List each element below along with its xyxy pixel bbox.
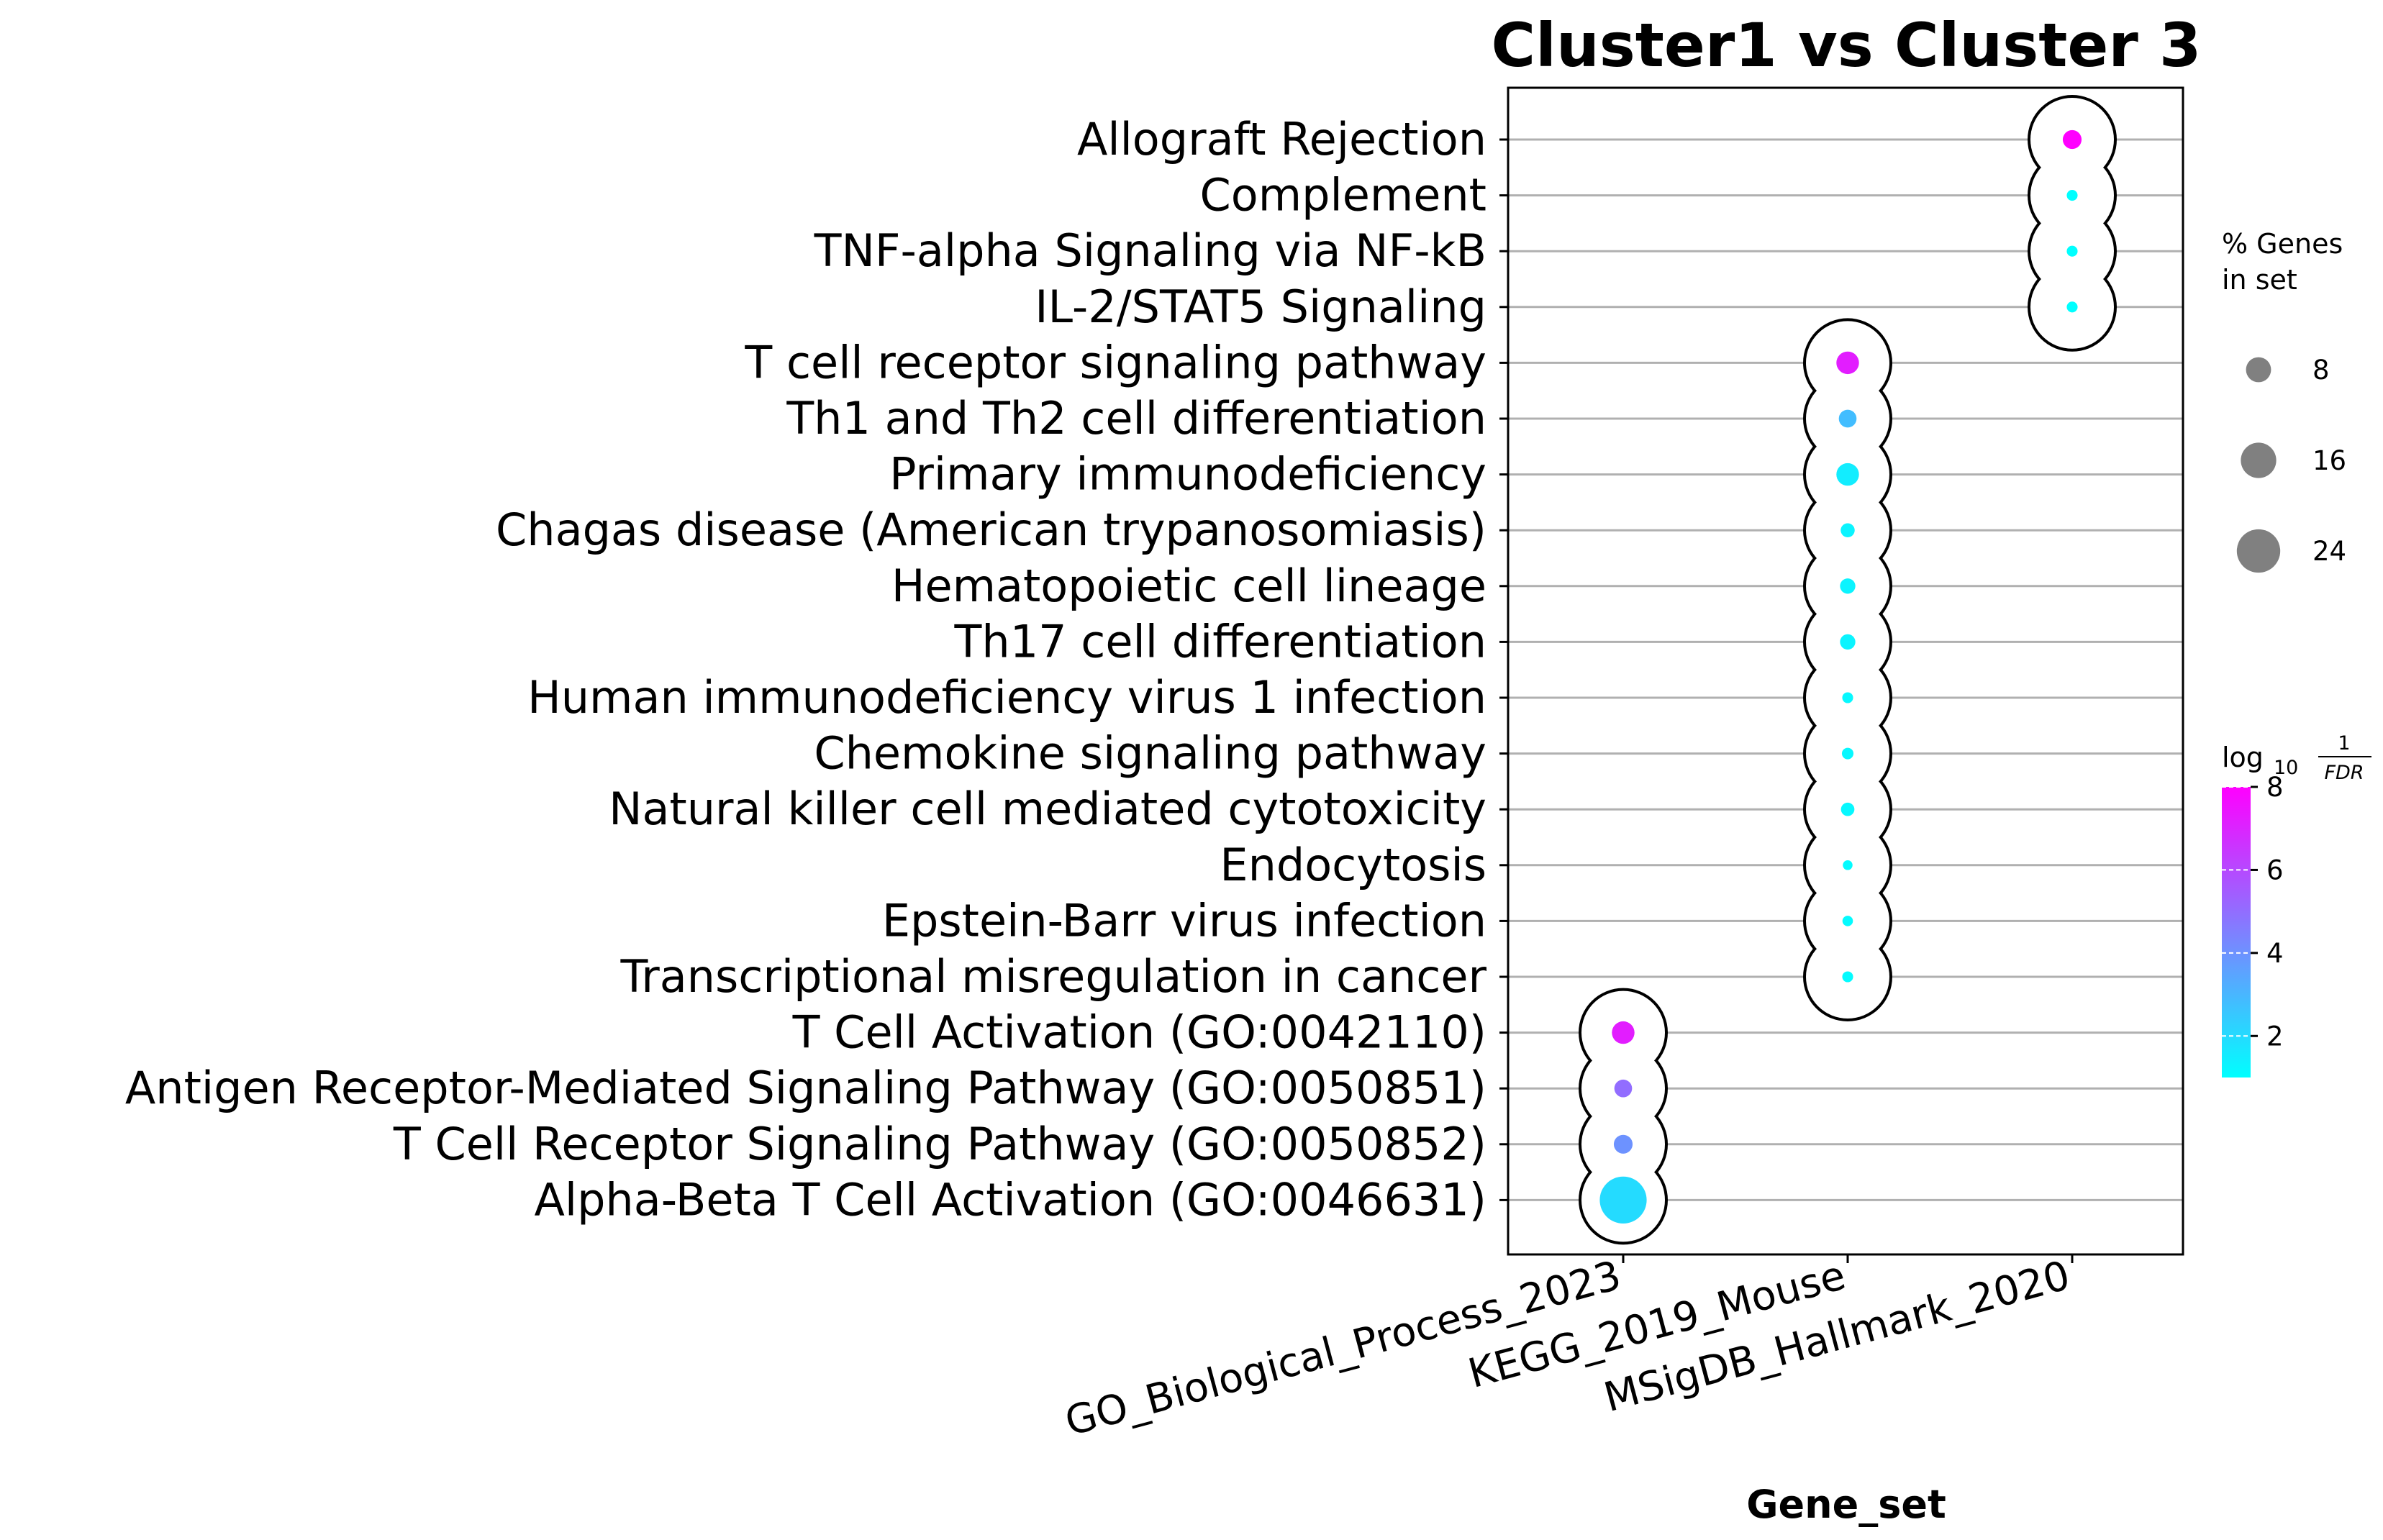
size-legend-label: 8 — [2312, 355, 2330, 386]
size-legend-label: 24 — [2312, 536, 2346, 567]
data-point — [1838, 409, 1857, 428]
data-point — [1836, 351, 1859, 375]
y-tick-label: Allograft Rejection — [1077, 113, 1486, 165]
data-point — [1614, 1079, 1633, 1098]
data-point — [2066, 301, 2078, 313]
data-point — [2066, 245, 2078, 257]
data-point — [1836, 463, 1859, 486]
data-point — [1613, 1134, 1633, 1154]
y-tick-label: Alpha-Beta T Cell Activation (GO:0046631… — [534, 1173, 1486, 1226]
data-point — [1841, 747, 1854, 760]
size-legend-marker — [2241, 442, 2277, 478]
size-legend-title-line1: % Genes — [2222, 228, 2343, 260]
data-point — [1842, 971, 1853, 983]
colorbar-title-prefix: log — [2222, 742, 2264, 773]
colorbar-title-denominator: FDR — [2324, 762, 2364, 784]
data-point — [1840, 523, 1855, 537]
y-tick-label: T cell receptor signaling pathway — [744, 336, 1486, 388]
data-point — [1599, 1176, 1647, 1224]
size-legend-marker — [2236, 529, 2281, 573]
colorbar-title-subscript: 10 — [2274, 757, 2298, 779]
data-point — [2066, 190, 2078, 201]
data-point — [2062, 129, 2082, 150]
colorbar-tick-label: 2 — [2266, 1021, 2284, 1052]
x-axis-title: Gene_set — [1746, 1482, 1946, 1527]
y-tick-label: Transcriptional misregulation in cancer — [619, 950, 1486, 1003]
data-point — [1842, 916, 1853, 926]
y-tick-label: Human immunodeficiency virus 1 infection — [527, 671, 1486, 724]
data-point — [1842, 692, 1853, 703]
colorbar-gradient — [2222, 787, 2251, 1077]
y-tick-label: Chagas disease (American trypanosomiasis… — [496, 504, 1486, 556]
colorbar-title-numerator: 1 — [2338, 732, 2350, 755]
y-tick-label: Th1 and Th2 cell differentiation — [786, 392, 1486, 445]
y-tick-label: Complement — [1200, 169, 1487, 222]
y-tick-label: Primary immunodeficiency — [889, 448, 1486, 501]
plot-frame — [1507, 86, 2184, 1256]
y-tick-label: IL-2/STAT5 Signaling — [1035, 281, 1486, 333]
y-tick-label: TNF-alpha Signaling via NF-kB — [814, 224, 1486, 277]
data-points — [1599, 129, 2082, 1224]
colorbar-tick-label: 6 — [2266, 855, 2284, 885]
size-legend-title-line2: in set — [2222, 264, 2297, 296]
y-tick-label: Chemokine signaling pathway — [814, 727, 1486, 780]
y-tick-label: Natural killer cell mediated cytotoxicit… — [609, 783, 1486, 835]
data-point — [1840, 802, 1855, 816]
size-legend: % Genes in set 8 16 24 — [2222, 228, 2346, 573]
data-point — [1612, 1021, 1635, 1044]
y-tick-label: Th17 cell differentiation — [954, 615, 1486, 668]
y-tick-label: Antigen Receptor-Mediated Signaling Path… — [125, 1062, 1486, 1114]
y-tick-label: T Cell Receptor Signaling Pathway (GO:00… — [393, 1118, 1486, 1170]
data-point — [1840, 578, 1856, 594]
y-tick-label: Hematopoietic cell lineage — [891, 560, 1486, 612]
chart-title: Cluster1 vs Cluster 3 — [1492, 10, 2202, 81]
size-legend-label: 16 — [2312, 445, 2346, 476]
size-legend-marker — [2246, 357, 2271, 383]
colorbar-tick-label: 8 — [2266, 772, 2284, 803]
colorbar: log 10 1 FDR 2 4 6 8 — [2222, 732, 2371, 1077]
data-point — [1843, 860, 1853, 870]
y-tick-label: Endocytosis — [1220, 839, 1486, 891]
y-tick-label: T Cell Activation (GO:0042110) — [792, 1006, 1486, 1059]
data-point — [1840, 634, 1856, 650]
y-tick-label: Epstein-Barr virus infection — [882, 894, 1486, 947]
colorbar-tick-label: 4 — [2266, 938, 2284, 969]
